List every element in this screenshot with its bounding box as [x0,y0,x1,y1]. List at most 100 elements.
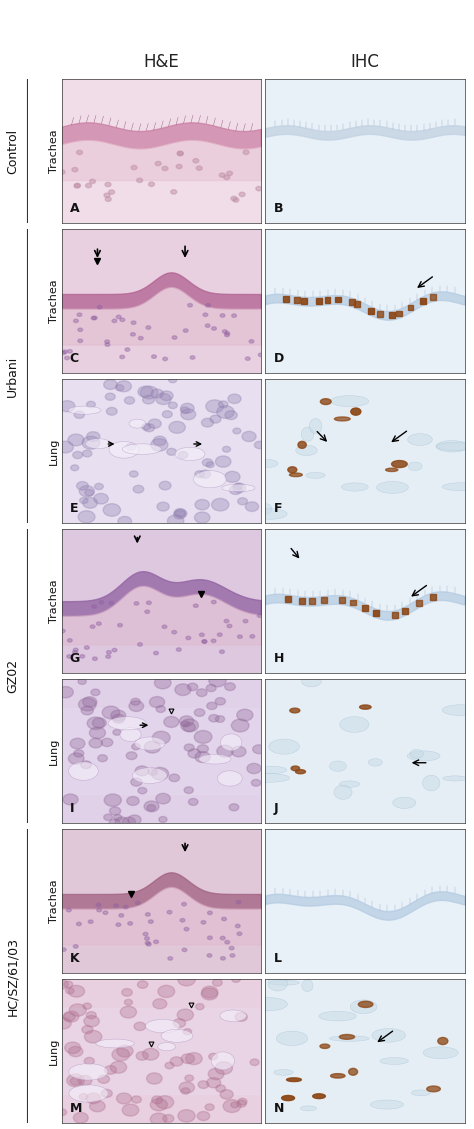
Circle shape [148,182,155,186]
Circle shape [73,650,77,654]
Bar [408,305,413,310]
Circle shape [74,184,80,189]
Bar [285,596,291,602]
Ellipse shape [339,781,360,787]
Circle shape [84,1031,102,1043]
Circle shape [115,817,128,826]
Circle shape [94,493,109,504]
Ellipse shape [393,797,416,808]
Ellipse shape [296,445,317,456]
Circle shape [168,956,173,960]
Bar [396,310,402,316]
Circle shape [215,716,225,723]
Text: Lung: Lung [49,737,59,764]
Circle shape [159,481,171,490]
Circle shape [86,401,95,408]
Circle shape [131,321,136,324]
Circle shape [179,1082,194,1093]
Text: HC/SZ/61/03: HC/SZ/61/03 [6,937,19,1016]
Circle shape [251,779,261,786]
Circle shape [131,165,137,169]
Ellipse shape [96,1039,134,1048]
Ellipse shape [69,1085,108,1102]
Circle shape [71,465,79,471]
Text: IHC: IHC [351,53,379,71]
Text: H: H [273,651,284,665]
Circle shape [73,648,78,651]
Circle shape [178,973,195,986]
Ellipse shape [351,408,361,415]
Ellipse shape [220,734,242,751]
Circle shape [146,943,151,946]
Circle shape [225,332,230,335]
Circle shape [180,716,194,726]
Circle shape [186,637,191,640]
Circle shape [146,326,151,330]
Ellipse shape [339,1034,355,1040]
Ellipse shape [193,471,227,488]
Circle shape [237,498,247,505]
Circle shape [90,1101,105,1112]
Circle shape [225,333,229,336]
Circle shape [255,441,264,448]
Circle shape [233,428,241,434]
Circle shape [64,981,73,988]
Circle shape [209,1053,218,1060]
Circle shape [58,686,73,698]
Ellipse shape [146,1019,180,1033]
Circle shape [160,391,173,401]
Circle shape [231,1102,239,1108]
Circle shape [156,706,165,712]
Circle shape [238,1099,247,1105]
Ellipse shape [341,483,368,491]
Circle shape [122,989,132,996]
Circle shape [120,1006,137,1018]
Circle shape [69,1047,83,1057]
Circle shape [122,1104,139,1117]
Circle shape [209,674,226,686]
Bar [430,594,436,599]
Circle shape [97,306,102,309]
Circle shape [209,715,219,721]
Bar [316,298,322,304]
Circle shape [82,498,98,508]
Circle shape [78,1076,92,1085]
Circle shape [95,483,103,490]
Circle shape [181,719,199,732]
Circle shape [225,411,237,420]
Circle shape [152,1096,163,1104]
Circle shape [56,980,68,989]
Circle shape [156,1096,173,1109]
Text: Trachea: Trachea [49,579,59,623]
Ellipse shape [222,484,255,492]
Circle shape [216,1085,226,1092]
Circle shape [169,774,180,781]
Circle shape [165,1062,174,1069]
Circle shape [90,727,106,738]
Circle shape [239,192,245,196]
Circle shape [190,356,195,359]
Circle shape [162,411,172,418]
Circle shape [207,1078,221,1088]
Circle shape [146,1073,162,1084]
Circle shape [132,1096,141,1103]
Ellipse shape [290,708,300,712]
Bar [349,299,355,305]
Circle shape [118,516,132,526]
Circle shape [181,409,196,420]
Circle shape [123,905,128,909]
Circle shape [220,956,225,960]
Circle shape [104,193,110,198]
Circle shape [188,749,201,758]
Circle shape [205,1104,214,1111]
Circle shape [116,922,121,927]
Ellipse shape [410,750,423,759]
Circle shape [157,502,169,511]
Ellipse shape [319,1012,356,1021]
Text: Control: Control [6,129,19,174]
Circle shape [81,761,91,769]
Circle shape [102,706,120,719]
Circle shape [159,816,167,822]
Circle shape [176,165,182,168]
Circle shape [210,415,221,423]
